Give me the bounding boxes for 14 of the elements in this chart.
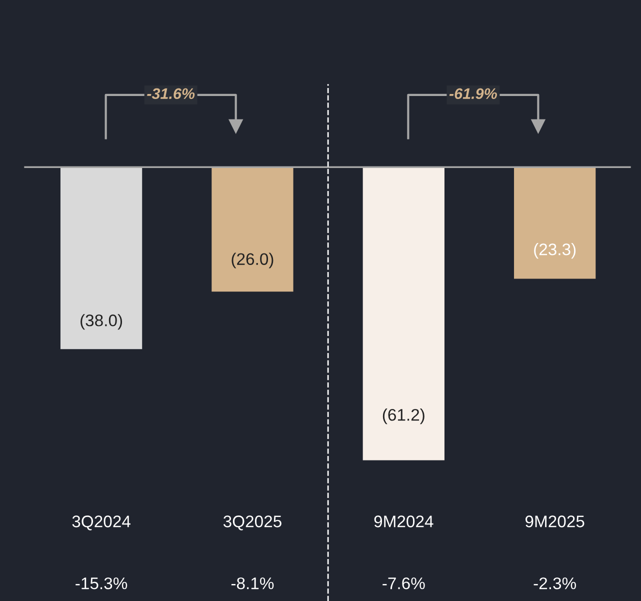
data-label: (38.0) [80, 314, 122, 330]
data-label: (26.0) [232, 252, 274, 268]
x-tick-label: 9M2025 [525, 516, 584, 528]
text: -2.3% [534, 577, 576, 590]
text: -15.3% [76, 577, 128, 590]
text: -31.6% [147, 88, 195, 100]
data-label: (61.2) [382, 408, 424, 424]
text: -61.9% [449, 88, 497, 100]
x-tick-label: 3Q2025 [223, 516, 282, 530]
data-label: (23.3) [534, 243, 576, 259]
text: -8.1% [231, 577, 274, 590]
x-tick-label: 3Q2024 [72, 516, 130, 530]
text: -7.6% [382, 577, 425, 590]
x-tick-label: 9M2024 [374, 516, 434, 528]
